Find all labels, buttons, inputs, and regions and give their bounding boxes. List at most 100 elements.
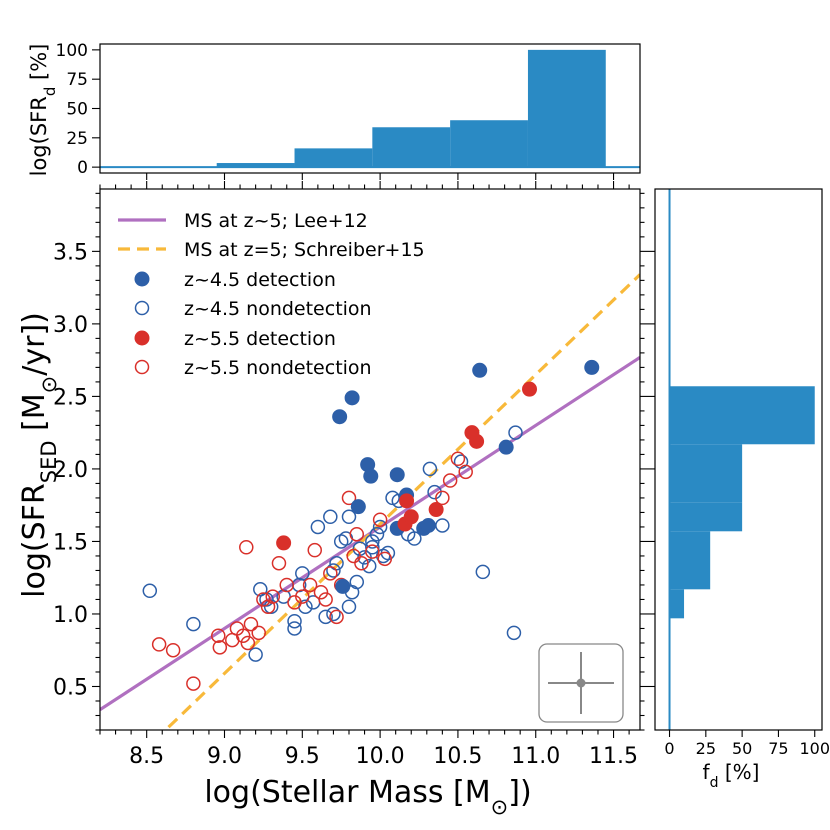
main-plot-frame [99,188,641,731]
right-x-axis-label-sub: d [710,775,719,791]
point-z45-nondetection-12 [310,519,326,535]
main-y-ticks: 0.5 1.0 1.5 2.0 2.5 3.0 3.5 [53,192,648,731]
right-x-axis-label: fd [%] [703,760,760,791]
point-z45-nondetection-20 [349,574,365,590]
point-z45-detection-5 [360,457,376,473]
typical-error-bar-inset [538,643,624,723]
point-z45-nondetection-35 [435,518,450,533]
top-histogram-panel: 0 25 50 75 100 log(SFRd [%] [27,41,641,180]
main-x-tick-label: 9.0 [207,744,242,769]
right-x-tick-label: 100 [799,739,830,758]
main-x-axis-label-sun: ⊙ [491,795,509,819]
right-y-ticks [648,250,655,688]
point-z45-detection-0 [332,409,348,425]
point-z55-detection-3 [276,535,292,551]
point-z55-nondetection-15 [271,555,287,571]
right-histogram-bar-3 [669,444,743,503]
point-z55-nondetection-35 [450,451,466,467]
main-x-tick-label: 10.5 [433,744,482,769]
main-y-tick-label: 3.0 [53,313,88,338]
top-y-axis-label-sub: d [41,87,59,97]
right-x-tick-label: 25 [696,739,716,758]
point-z45-nondetection-0 [142,583,158,599]
point-z55-nondetection-18 [295,589,310,604]
point-z45-nondetection-40 [365,539,380,555]
point-z55-nondetection-31 [372,512,388,527]
point-z45-detection-13 [335,578,351,594]
right-x-tick-label: 75 [768,739,788,758]
point-z45-nondetection-36 [453,454,469,469]
right-histogram-bars [669,386,815,619]
point-z45-nondetection-38 [508,425,523,440]
main-y-tick-label: 3.5 [53,240,88,265]
main-x-tick-label: 10.0 [356,744,405,769]
point-z45-nondetection-26 [372,519,388,535]
point-z45-nondetection-23 [361,558,377,574]
main-y-axis-label-mid: [M [17,393,52,440]
point-z55-nondetection-8 [239,539,254,555]
legend-z55-detection-label: z~5.5 detection [184,328,336,350]
point-z45-nondetection-33 [422,461,438,477]
point-z55-nondetection-10 [243,616,259,632]
point-z55-detection-6 [403,509,419,525]
point-z55-nondetection-9 [240,635,256,651]
top-y-tick-label: 75 [66,70,88,90]
point-z45-detection-1 [344,390,360,406]
top-histogram-bar-1 [216,163,295,168]
point-z55-nondetection-4 [212,640,228,655]
right-x-tick-label: 0 [664,739,674,758]
point-z55-nondetection-19 [302,577,318,593]
right-histogram-bar-2 [669,502,743,532]
point-z55-nondetection-30 [365,544,380,559]
top-y-tick-label: 100 [56,41,88,61]
main-y-tick-label: 1.5 [53,530,88,555]
point-z45-detection-2 [472,362,488,378]
main-x-ticks: 8.5 9.0 9.5 10.0 10.5 11.0 11.5 [99,181,638,769]
point-z45-nondetection-24 [365,534,380,549]
top-histogram-bar-3 [372,127,451,168]
legend: MS at z~5; Lee+12 MS at z=5; Schreiber+1… [118,210,425,379]
point-z55-nondetection-14 [265,589,280,604]
right-x-ticks: 0 25 50 75 100 [664,730,830,758]
top-x-ticks [146,173,615,180]
point-z55-detection-0 [522,381,538,397]
point-z55-nondetection-27 [346,548,361,564]
main-y-axis-label: log(SFRSED [M⊙/yr]) [17,312,61,598]
main-plot-area [100,273,640,730]
point-z45-nondetection-16 [333,534,349,549]
right-histogram-panel: 0 25 50 75 100 fd [%] [648,188,830,791]
point-z55-nondetection-16 [279,577,294,593]
point-z55-nondetection-0 [151,637,167,652]
point-z45-nondetection-43 [341,509,357,525]
point-z55-nondetection-23 [323,566,338,581]
main-scatter-panel: 8.5 9.0 9.5 10.0 10.5 11.0 11.5 0.5 1.0 1.5 2.0 2.… [17,181,648,819]
point-z45-nondetection-18 [341,599,357,614]
point-z55-nondetection-26 [341,490,357,506]
top-y-tick-label: 25 [66,129,88,149]
point-z45-nondetection-37 [475,564,491,580]
right-histogram-bar-0 [669,589,685,619]
point-z55-nondetection-34 [442,473,458,488]
top-y-axis-label: log(SFRd [%] [27,44,59,177]
point-z45-detection-6 [363,468,379,484]
point-z45-nondetection-7 [287,613,302,629]
point-z55-nondetection-11 [251,625,266,641]
point-z55-nondetection-2 [186,676,201,691]
top-histogram-bar-2 [294,148,373,168]
point-z55-nondetection-3 [211,628,226,643]
top-histogram-frame [99,43,641,174]
point-z45-nondetection-14 [326,563,341,578]
point-z55-detection-5 [399,493,415,509]
point-z55-nondetection-22 [318,592,333,607]
point-z45-nondetection-6 [287,621,302,636]
point-z55-nondetection-28 [349,526,365,542]
legend-z55-nondetection-marker [134,359,150,375]
schreiber15-main-sequence-line [163,273,640,730]
main-y-axis-label-sub: SED [37,440,61,483]
point-z45-nondetection-39 [506,625,522,641]
point-z45-nondetection-1 [186,616,201,632]
top-histogram-bars [216,49,606,168]
main-x-tick-label: 9.5 [285,744,320,769]
top-y-ticks: 0 25 50 75 100 [56,41,100,178]
